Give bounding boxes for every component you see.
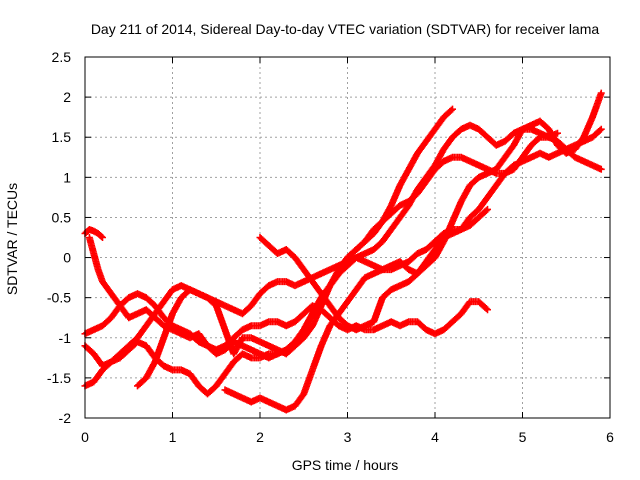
x-tick-label: 2 xyxy=(256,429,264,445)
y-tick-label: 0.5 xyxy=(52,209,72,225)
data-point xyxy=(447,106,455,114)
data-point xyxy=(482,305,490,313)
y-tick-label: 2.5 xyxy=(52,49,72,65)
x-tick-label: 4 xyxy=(431,429,439,445)
data-point xyxy=(449,105,456,113)
data-point xyxy=(97,232,105,240)
x-tick-label: 6 xyxy=(606,429,614,445)
data-point xyxy=(597,165,605,173)
chart-title: Day 211 of 2014, Sidereal Day-to-day VTE… xyxy=(91,21,600,37)
data-point xyxy=(99,234,106,241)
data-point xyxy=(484,306,491,314)
data-point xyxy=(482,207,490,215)
series-track-8 xyxy=(81,205,491,370)
series-track-7 xyxy=(256,125,605,334)
x-tick-label: 1 xyxy=(169,429,177,445)
y-tick-label: -0.5 xyxy=(47,290,71,306)
y-tick-label: -2 xyxy=(59,410,72,426)
x-tick-label: 0 xyxy=(81,429,89,445)
data-points-layer xyxy=(81,89,605,414)
y-tick-label: 2 xyxy=(63,89,71,105)
y-axis-label: SDTVAR / TECUs xyxy=(4,183,20,295)
data-point xyxy=(597,125,605,133)
data-point xyxy=(484,205,491,213)
y-tick-label: 1 xyxy=(63,169,71,185)
y-tick-label: -1.5 xyxy=(47,370,71,386)
data-point xyxy=(554,129,561,137)
data-point xyxy=(596,126,604,134)
y-tick-label: -1 xyxy=(59,330,72,346)
y-tick-label: 0 xyxy=(63,250,71,266)
series-track-1 xyxy=(81,225,106,241)
series-track-3 xyxy=(81,121,561,398)
x-tick-label: 5 xyxy=(519,429,527,445)
x-tick-label: 3 xyxy=(344,429,352,445)
x-axis-label: GPS time / hours xyxy=(292,457,399,473)
axis-ticks: 0 1 2 3 4 5 6 -2 -1.5 -1 -0.5 0 0.5 1 1.5 2 2.5 xyxy=(47,49,614,445)
data-point xyxy=(597,89,605,97)
y-tick-label: 1.5 xyxy=(52,129,72,145)
